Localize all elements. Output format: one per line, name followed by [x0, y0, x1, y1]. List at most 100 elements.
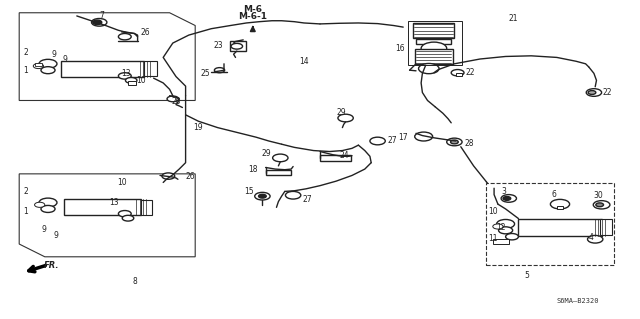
Text: 29: 29 [261, 149, 271, 158]
Circle shape [370, 137, 385, 145]
Text: 26: 26 [186, 172, 195, 181]
Text: 23: 23 [213, 41, 223, 50]
Circle shape [415, 132, 433, 141]
Bar [128, 81, 136, 85]
Circle shape [503, 197, 511, 200]
Circle shape [501, 195, 516, 202]
Text: 5: 5 [525, 271, 530, 280]
Text: 22: 22 [466, 68, 476, 77]
Circle shape [593, 201, 610, 209]
Bar [266, 170, 291, 175]
Text: 1: 1 [24, 66, 28, 75]
Circle shape [93, 20, 102, 25]
Text: 2: 2 [24, 187, 28, 196]
Circle shape [118, 211, 131, 217]
Text: 10: 10 [488, 207, 498, 216]
Text: 29: 29 [337, 108, 346, 117]
Text: 6: 6 [552, 190, 557, 199]
Bar [557, 206, 563, 209]
Circle shape [451, 70, 464, 76]
Circle shape [550, 199, 570, 209]
Circle shape [231, 43, 243, 49]
Text: 9: 9 [42, 225, 47, 234]
Circle shape [125, 78, 137, 83]
Text: 13: 13 [109, 198, 118, 207]
Text: M-6: M-6 [243, 5, 262, 14]
Text: 30: 30 [593, 191, 603, 200]
Circle shape [39, 198, 57, 207]
Text: 12: 12 [497, 223, 506, 232]
Text: 21: 21 [509, 14, 518, 23]
Bar [408, 21, 462, 65]
Circle shape [259, 194, 266, 198]
Circle shape [497, 219, 515, 228]
Circle shape [118, 33, 131, 40]
Circle shape [41, 205, 55, 212]
Text: 14: 14 [300, 57, 309, 66]
Circle shape [167, 96, 179, 102]
Circle shape [451, 140, 458, 144]
Circle shape [118, 73, 131, 79]
Circle shape [586, 89, 602, 96]
Bar [141, 200, 152, 215]
Text: 25: 25 [200, 69, 210, 78]
Circle shape [39, 59, 57, 68]
Text: 9: 9 [53, 231, 58, 240]
Bar [320, 155, 351, 161]
Bar [456, 73, 462, 76]
Circle shape [255, 192, 270, 200]
Circle shape [273, 154, 288, 162]
Text: 15: 15 [244, 187, 253, 196]
Text: 26: 26 [141, 28, 150, 37]
Circle shape [447, 138, 462, 146]
Bar [416, 39, 451, 44]
Text: M-6-1: M-6-1 [238, 12, 268, 21]
Circle shape [285, 191, 301, 199]
Text: 4: 4 [589, 233, 594, 242]
Circle shape [421, 42, 447, 55]
Circle shape [588, 91, 596, 94]
Bar [486, 183, 614, 265]
Text: 9: 9 [63, 55, 68, 64]
Bar [230, 41, 246, 51]
Circle shape [588, 235, 603, 243]
Bar [415, 49, 453, 64]
Text: 20: 20 [172, 97, 181, 106]
Circle shape [92, 19, 107, 26]
Text: 19: 19 [193, 123, 203, 132]
Circle shape [506, 234, 518, 240]
Text: 10: 10 [117, 178, 127, 187]
Bar [600, 219, 612, 235]
Bar [493, 239, 509, 244]
Text: 9: 9 [51, 50, 56, 59]
Text: 16: 16 [395, 44, 404, 53]
Text: 27: 27 [387, 137, 397, 145]
Text: 27: 27 [302, 195, 312, 204]
Bar [413, 23, 454, 38]
Bar [61, 61, 144, 77]
Circle shape [596, 203, 604, 207]
Text: 28: 28 [465, 139, 474, 148]
Text: FR.: FR. [44, 261, 59, 270]
Polygon shape [19, 13, 195, 100]
Bar [144, 61, 157, 76]
Text: 17: 17 [399, 133, 408, 142]
Text: 18: 18 [248, 165, 258, 174]
Circle shape [122, 215, 134, 221]
Text: 11: 11 [488, 234, 498, 243]
Text: 8: 8 [132, 277, 137, 286]
Text: 2: 2 [24, 48, 28, 57]
Polygon shape [19, 174, 195, 257]
Text: 7: 7 [99, 11, 104, 20]
Text: 22: 22 [603, 88, 612, 97]
Text: 24: 24 [339, 151, 349, 160]
Text: 13: 13 [122, 69, 131, 78]
Circle shape [33, 63, 44, 69]
Circle shape [419, 63, 439, 74]
Text: 10: 10 [136, 76, 146, 85]
Circle shape [35, 202, 45, 207]
Text: S6MA–B2320: S6MA–B2320 [557, 299, 599, 304]
Bar [64, 199, 141, 215]
Circle shape [162, 173, 175, 179]
Text: 3: 3 [501, 187, 506, 196]
